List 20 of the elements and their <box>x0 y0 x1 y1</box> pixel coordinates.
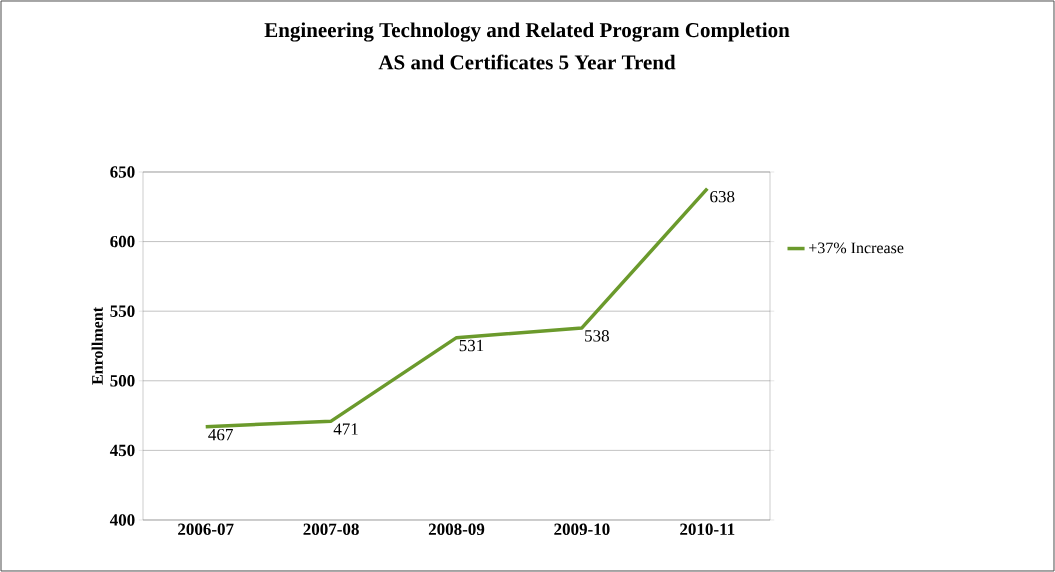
data-label: 471 <box>333 423 358 435</box>
x-tick-label: 2008-09 <box>428 523 485 535</box>
y-tick-label: 500 <box>110 375 135 387</box>
y-axis-title: Enrollment <box>91 307 103 385</box>
chart-subtitle: AS and Certificates 5 Year Trend <box>378 54 676 70</box>
y-tick-label: 450 <box>109 444 135 457</box>
y-tick-label: 400 <box>109 514 135 526</box>
x-tick-label: 2007-08 <box>303 523 359 535</box>
y-tick-label: 550 <box>110 305 135 317</box>
y-tick-label: 600 <box>110 235 135 248</box>
legend-label: +37% Increase <box>809 242 904 254</box>
chart-title: Engineering Technology and Related Program Completion <box>264 22 790 42</box>
x-tick-label: 2006-07 <box>178 523 234 535</box>
x-tick-label: 2010-11 <box>680 523 735 535</box>
data-label: 531 <box>459 339 484 352</box>
x-tick-label: 2009-10 <box>554 523 610 535</box>
y-tick-label: 650 <box>110 166 135 178</box>
data-label: 538 <box>585 330 609 342</box>
data-label: 638 <box>710 190 735 203</box>
data-label: 467 <box>208 428 233 441</box>
